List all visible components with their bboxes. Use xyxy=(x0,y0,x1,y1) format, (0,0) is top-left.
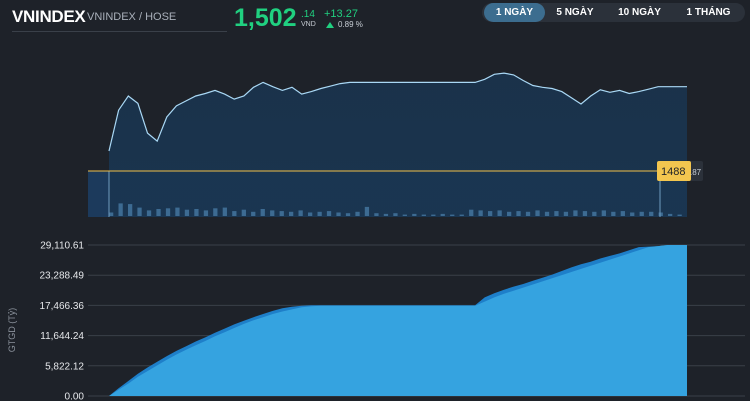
volume-bar xyxy=(516,211,521,216)
volume-bar xyxy=(630,212,635,216)
volume-bar xyxy=(440,213,445,216)
y-tick-label: 5,822.12 xyxy=(45,361,84,372)
price-change: +13.27 xyxy=(324,8,358,20)
volume-bar xyxy=(611,211,616,216)
volume-bar xyxy=(298,210,303,216)
volume-bar xyxy=(326,211,332,216)
volume-bar xyxy=(658,212,663,216)
volume-bar xyxy=(525,211,531,216)
volume-bar xyxy=(573,210,578,216)
price-area-fill xyxy=(109,73,687,217)
volume-bar xyxy=(601,210,606,216)
y-axis-title: GTGD (Tỷ) xyxy=(7,308,17,353)
volume-bar xyxy=(535,210,540,216)
y-tick-label: 17,466.36 xyxy=(40,301,85,312)
volume-bar xyxy=(213,208,218,216)
volume-bar xyxy=(279,211,284,216)
volume-bar xyxy=(507,211,512,216)
price-line xyxy=(108,72,687,152)
volume-bar xyxy=(137,207,142,216)
volume-bar xyxy=(431,214,436,216)
volume-bar xyxy=(241,209,246,216)
volume-bar xyxy=(582,211,588,216)
volume-bar xyxy=(478,210,483,216)
volume-bar xyxy=(118,203,123,216)
header: VNINDEX VNINDEX / HOSE 1,502 .14 VND +13… xyxy=(0,0,750,40)
volume-bar xyxy=(260,209,265,216)
volume-bar xyxy=(222,207,227,216)
volume-bar xyxy=(336,212,341,216)
volume-bar xyxy=(317,211,322,216)
tab-10-days[interactable]: 10 NGÀY xyxy=(618,7,661,18)
y-tick-label: 29,110.61 xyxy=(40,241,84,252)
volume-bar xyxy=(184,209,190,216)
title-underline xyxy=(12,31,227,32)
volume-bar xyxy=(639,211,644,216)
y-tick-label: 11,644.24 xyxy=(40,331,84,342)
index-name: VNINDEX xyxy=(12,7,86,26)
volume-bar xyxy=(165,208,171,216)
volume-bar xyxy=(374,213,379,216)
volume-bar xyxy=(109,212,114,216)
price-unit: VND xyxy=(301,21,316,28)
volume-bar xyxy=(469,209,474,216)
volume-bar xyxy=(563,211,569,216)
volume-bar xyxy=(620,211,625,216)
volume-bar xyxy=(270,210,275,216)
tab-1-month[interactable]: 1 THÁNG xyxy=(686,7,731,18)
volume-bar xyxy=(156,209,161,216)
volume-bar xyxy=(450,214,455,216)
value-area-light xyxy=(109,245,687,396)
volume-bar xyxy=(355,211,360,216)
volume-bar xyxy=(364,206,370,216)
volume-bar xyxy=(649,211,654,216)
volume-bar xyxy=(393,213,398,216)
volume-bar xyxy=(251,211,256,216)
value-chart: 29,110.61 23,288.49 17,466.36 11,644.24 5,82… xyxy=(7,240,750,401)
volume-bar xyxy=(383,213,389,216)
exchange-label: VNINDEX / HOSE xyxy=(87,11,177,23)
volume-bar xyxy=(345,213,351,216)
volume-bar xyxy=(554,211,559,216)
tab-1-day[interactable]: 1 NGÀY xyxy=(484,3,545,22)
volume-bar xyxy=(128,204,133,216)
y-tick-label: 23,288.49 xyxy=(40,271,85,282)
range-tabs: 1 NGÀY 5 NGÀY 10 NGÀY 1 THÁNG xyxy=(482,3,745,22)
volume-bar xyxy=(232,211,237,216)
volume-bar xyxy=(412,213,417,216)
volume-bar xyxy=(194,209,199,216)
volume-bar xyxy=(175,207,180,216)
volume-bar xyxy=(203,210,209,216)
reference-label-badge xyxy=(657,161,691,181)
volume-bar xyxy=(289,211,294,216)
tab-5-days[interactable]: 5 NGÀY xyxy=(556,7,594,18)
price-decimal: .14 xyxy=(301,9,315,20)
volume-bar xyxy=(146,210,152,216)
volume-bar xyxy=(459,214,464,216)
volume-bar xyxy=(668,213,673,216)
volume-bar xyxy=(497,210,502,216)
y-tick-label: 0.00 xyxy=(65,392,85,401)
volume-bar xyxy=(592,211,597,216)
volume-bar xyxy=(677,214,682,216)
up-arrow-icon xyxy=(326,22,334,28)
reference-price-label: 1488 xyxy=(661,166,685,178)
reference-price-decimal: .87 xyxy=(690,168,702,177)
volume-bar xyxy=(421,214,426,216)
volume-bar xyxy=(308,212,313,216)
right-mask xyxy=(687,240,750,400)
volume-bar xyxy=(488,211,493,216)
price-integer: 1,502 xyxy=(234,4,297,32)
volume-bar xyxy=(544,211,550,216)
price-chart: 1488 .87 xyxy=(88,40,703,217)
price-change-percent: 0.89 % xyxy=(338,20,363,29)
volume-bar xyxy=(402,214,407,216)
